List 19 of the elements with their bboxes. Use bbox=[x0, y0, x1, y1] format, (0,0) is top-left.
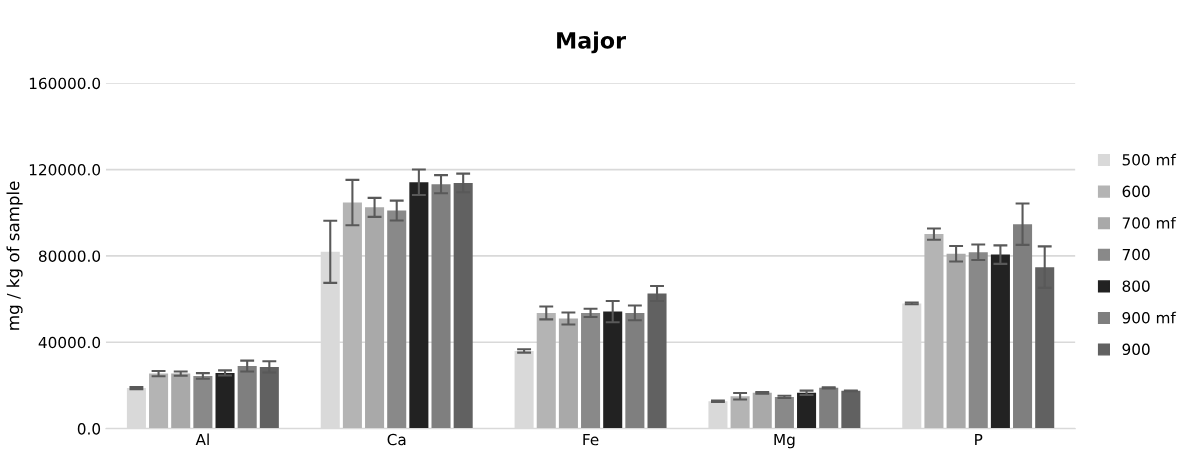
legend-label: 900 bbox=[1122, 343, 1150, 356]
x-tick-label: Ca bbox=[387, 433, 406, 446]
y-tick-label: 160000.0 bbox=[29, 77, 101, 90]
legend-label: 600 bbox=[1122, 185, 1150, 198]
legend-label: 700 bbox=[1122, 248, 1150, 261]
chart-title: Major bbox=[557, 31, 626, 54]
legend-label: 900 mf bbox=[1122, 311, 1177, 324]
y-tick-label: 40000.0 bbox=[38, 336, 101, 349]
x-tick-label: Mg bbox=[774, 433, 795, 449]
x-tick-label: P bbox=[975, 433, 983, 446]
y-tick-label: 0.0 bbox=[77, 423, 101, 435]
x-tick-label: Fe bbox=[583, 433, 599, 446]
legend-label: 700 mf bbox=[1122, 216, 1177, 229]
y-tick-label: 80000.0 bbox=[38, 250, 101, 262]
y-axis-title: mg / kg of sample bbox=[6, 181, 23, 330]
legend-label: 500 mf bbox=[1122, 153, 1177, 166]
x-tick-label: Al bbox=[195, 433, 209, 446]
y-tick-label: 120000.0 bbox=[29, 164, 101, 176]
legend-label: 800 bbox=[1122, 280, 1150, 292]
